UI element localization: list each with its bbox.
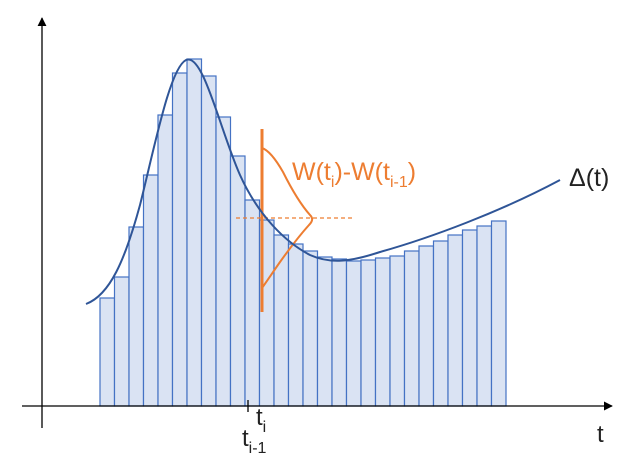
histogram-bar: [142, 174, 159, 407]
delta-curve: [85, 58, 561, 305]
t-axis-label: t: [597, 421, 604, 448]
ti-label: ti: [256, 404, 266, 436]
histogram-bar: [447, 234, 464, 407]
histogram-bar: [374, 257, 391, 407]
histogram-bar: [476, 225, 493, 407]
histogram-bar: [432, 240, 449, 407]
histogram-bar: [287, 243, 304, 407]
histogram-bar: [157, 114, 174, 407]
noise-increment-label: W(ti)-W(ti-1): [292, 158, 416, 191]
histogram-bar: [316, 256, 333, 407]
histogram-bar: [461, 229, 478, 407]
histogram-bar: [128, 226, 145, 407]
histogram-bars: [99, 58, 507, 407]
delta-curve-label: Δ(t): [569, 164, 609, 192]
noise-density-curve: [261, 147, 314, 289]
histogram-bar: [113, 276, 130, 407]
histogram-bar: [186, 58, 203, 407]
histogram-bar: [490, 220, 507, 407]
histogram-bar: [200, 75, 217, 407]
histogram-bar: [171, 72, 188, 407]
histogram-bar: [229, 155, 246, 407]
histogram-bar: [331, 258, 348, 407]
histogram-bar: [389, 255, 406, 407]
histogram-bar: [403, 250, 420, 407]
histogram-bar: [418, 245, 435, 407]
histogram-bar: [244, 199, 261, 407]
histogram-bar: [360, 259, 377, 407]
histogram-bar: [345, 260, 362, 407]
histogram-bar: [302, 250, 319, 407]
ti-minus-1-label: ti-1: [242, 425, 267, 457]
histogram-bar: [215, 116, 232, 407]
histogram-bar: [99, 297, 116, 407]
